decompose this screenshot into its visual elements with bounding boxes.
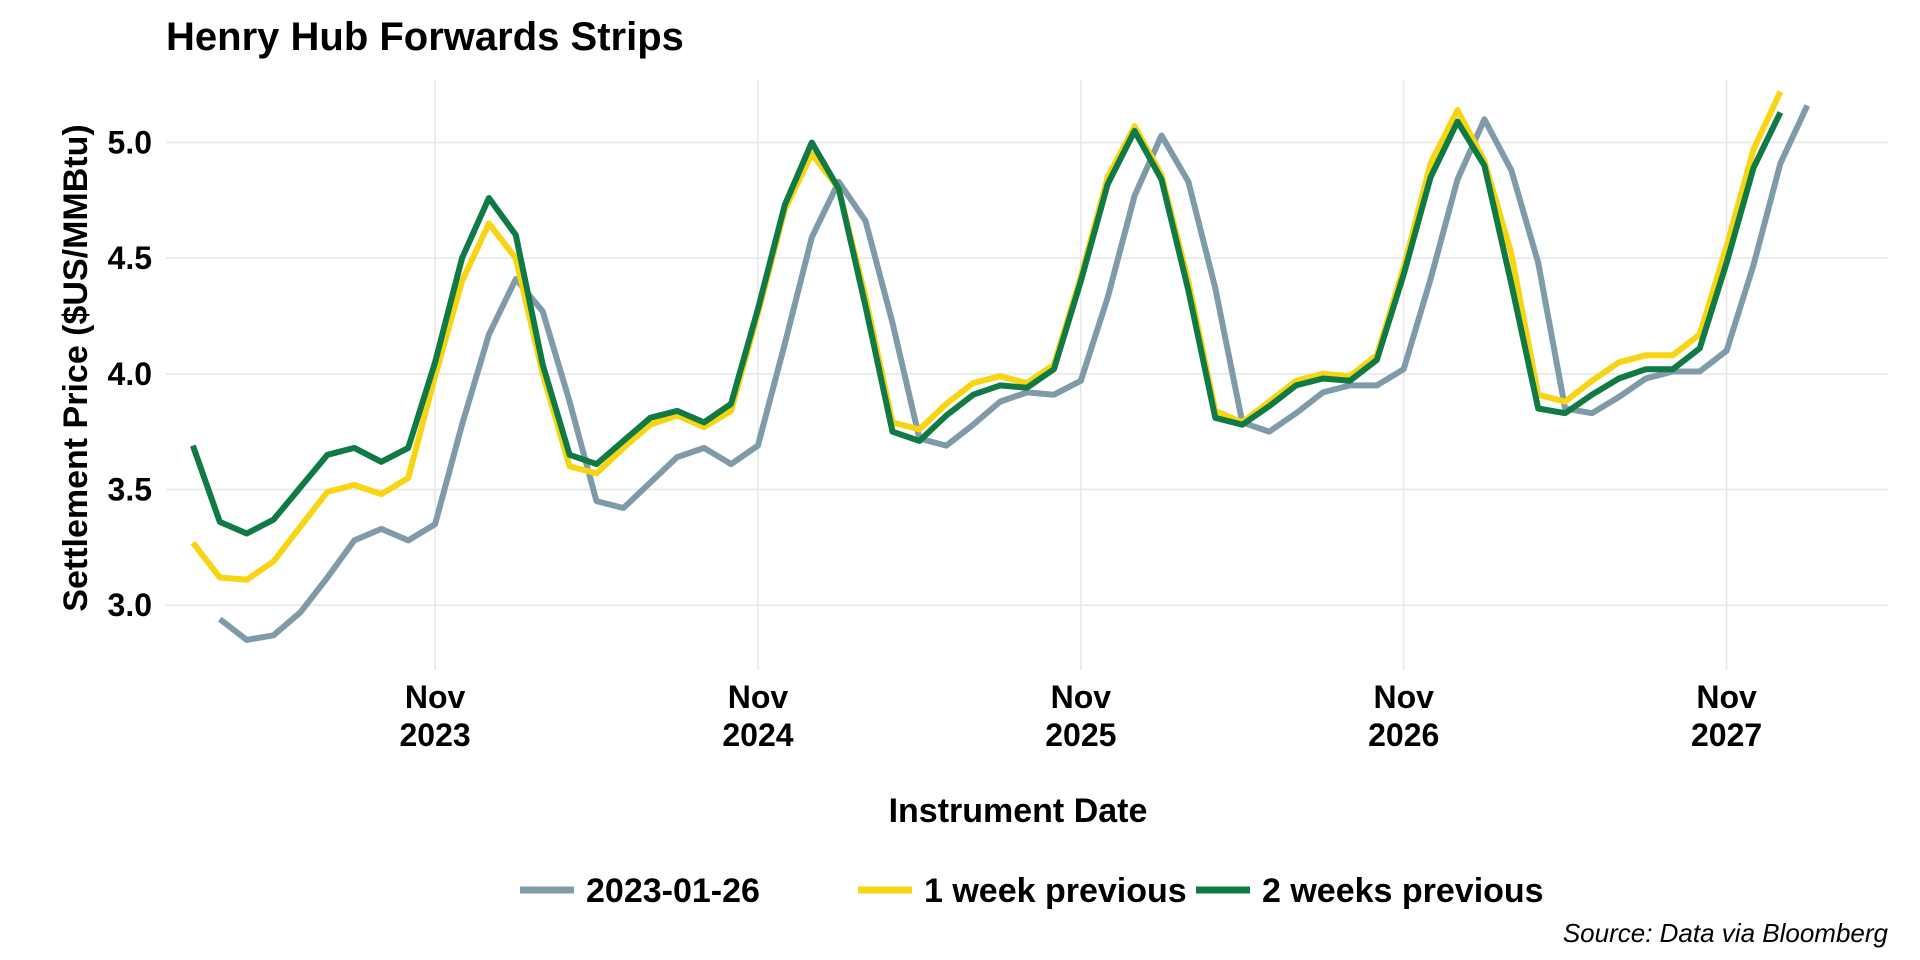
x-tick-label-0: Nov 2023 <box>399 679 470 753</box>
chart-title: Henry Hub Forwards Strips <box>166 15 684 59</box>
y-tick-label-4: 5.0 <box>108 124 152 160</box>
series-lines <box>190 90 1811 643</box>
y-axis-title: Settlement Price ($US/MMBtu) <box>57 124 95 611</box>
legend: 2023-01-26 1 week previous 2 weeks previou… <box>520 872 1544 910</box>
y-tick-label-0: 3.0 <box>108 587 152 623</box>
y-tick-label-3: 4.5 <box>108 240 152 276</box>
series-line-0 <box>217 104 1811 643</box>
series-line-1 <box>190 90 1784 583</box>
y-tick-labels: 3.0 3.5 4.0 4.5 5.0 <box>108 124 152 623</box>
x-axis-title: Instrument Date <box>889 792 1148 830</box>
y-tick-label-2: 4.0 <box>108 356 152 392</box>
legend-label-2: 2 weeks previous <box>1262 872 1544 910</box>
y-tick-label-1: 3.5 <box>108 472 152 508</box>
source-caption: Source: Data via Bloomberg <box>1563 918 1889 948</box>
series-line-2 <box>190 111 1784 537</box>
x-tick-label-3: Nov 2026 <box>1368 679 1439 753</box>
x-tick-label-1: Nov 2024 <box>722 679 793 753</box>
x-tick-labels: Nov 2023 Nov 2024 Nov 2025 Nov 2026 Nov 2027 <box>399 679 1762 753</box>
x-tick-label-4: Nov 2027 <box>1691 679 1762 753</box>
legend-label-0: 2023-01-26 <box>586 872 760 910</box>
x-tick-label-2: Nov 2025 <box>1045 679 1116 753</box>
legend-label-1: 1 week previous <box>924 872 1187 910</box>
